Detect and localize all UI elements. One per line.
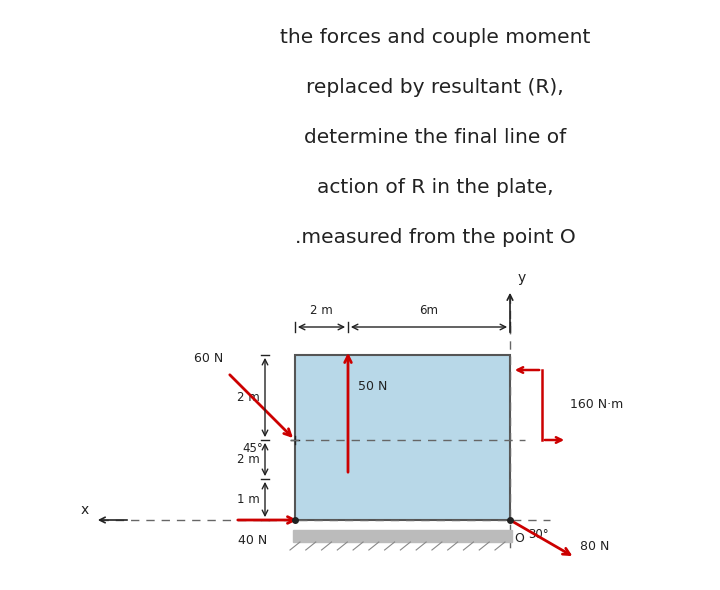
Text: 30°: 30° <box>528 528 549 541</box>
Text: y: y <box>518 271 526 285</box>
Bar <box>295 355 510 520</box>
Text: 2 m: 2 m <box>238 453 260 466</box>
Text: 2 m: 2 m <box>238 391 260 404</box>
Text: 40 N: 40 N <box>238 534 268 547</box>
Text: 50 N: 50 N <box>358 380 387 393</box>
Text: 45°: 45° <box>242 442 263 455</box>
Text: 80 N: 80 N <box>580 539 609 552</box>
Bar <box>293 530 512 542</box>
Text: determine the final line of: determine the final line of <box>304 128 566 147</box>
Text: 60 N: 60 N <box>194 352 222 365</box>
Text: 160 N·m: 160 N·m <box>570 398 624 411</box>
Text: the forces and couple moment: the forces and couple moment <box>280 28 590 47</box>
Text: replaced by resultant (R),: replaced by resultant (R), <box>306 78 564 97</box>
Text: 1 m: 1 m <box>238 493 260 506</box>
Text: x: x <box>81 503 89 517</box>
Text: .measured from the point O: .measured from the point O <box>294 228 575 247</box>
Text: action of R in the plate,: action of R in the plate, <box>317 178 553 197</box>
Text: O: O <box>514 532 524 545</box>
Text: 6m: 6m <box>420 304 438 317</box>
Text: 2 m: 2 m <box>310 304 333 317</box>
